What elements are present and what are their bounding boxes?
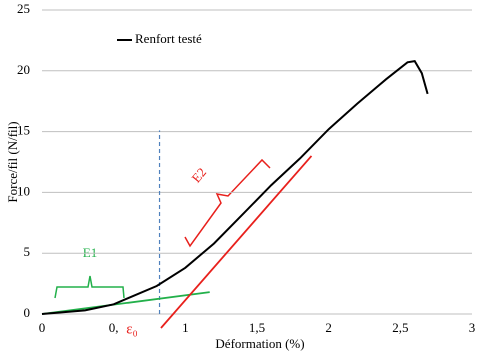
- x-tick-label: 3: [469, 320, 476, 335]
- x-tick-label: 2,5: [392, 320, 408, 335]
- annotation: E2: [188, 165, 209, 186]
- annotation: ε₀: [126, 321, 138, 337]
- y-tick-label: 10: [17, 183, 30, 198]
- y-tick-label: 5: [24, 244, 31, 259]
- annotation: E1: [83, 245, 97, 260]
- y-tick-label: 20: [17, 62, 30, 77]
- x-tick-label: 0,: [109, 320, 119, 335]
- tangent-line: [160, 155, 313, 329]
- line: [41, 60, 429, 315]
- x-axis-label: Déformation (%): [215, 336, 304, 351]
- x-tick-label: 2: [325, 320, 332, 335]
- x-tick-label: 0: [39, 320, 46, 335]
- y-tick-label: 25: [17, 1, 30, 16]
- legend-label: Renfort testé: [135, 31, 202, 46]
- bracket: [54, 275, 125, 299]
- x-tick-label: 1: [182, 320, 189, 335]
- bracket: [184, 158, 271, 248]
- y-tick-label: 0: [24, 305, 31, 320]
- y-axis-label: Force/fil (N/fil): [5, 121, 20, 202]
- x-tick-label: 1,5: [249, 320, 265, 335]
- tangent-line: [41, 291, 210, 315]
- y-tick-label: 15: [17, 123, 30, 138]
